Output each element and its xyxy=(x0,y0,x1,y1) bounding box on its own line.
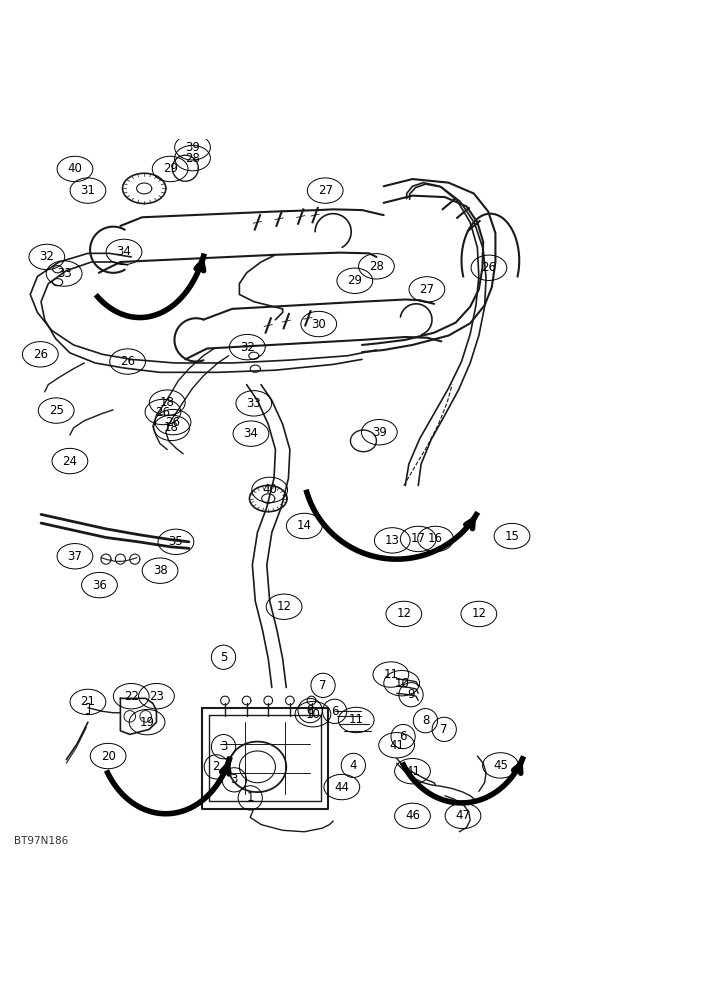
Text: 24: 24 xyxy=(62,455,77,468)
Text: 37: 37 xyxy=(67,550,83,563)
Text: 31: 31 xyxy=(80,184,96,197)
Text: 38: 38 xyxy=(153,564,167,577)
Text: 34: 34 xyxy=(117,245,132,258)
Text: 7: 7 xyxy=(440,723,448,736)
Text: 26: 26 xyxy=(120,355,135,368)
Text: 12: 12 xyxy=(396,607,411,620)
Text: 36: 36 xyxy=(92,579,107,592)
Text: 35: 35 xyxy=(169,535,183,548)
Text: 29: 29 xyxy=(163,162,177,175)
Text: 45: 45 xyxy=(493,759,508,772)
Text: 7: 7 xyxy=(319,679,327,692)
Text: 26: 26 xyxy=(166,416,180,429)
Text: 6: 6 xyxy=(331,705,338,718)
Text: 25: 25 xyxy=(49,404,64,417)
Text: 19: 19 xyxy=(140,716,155,729)
Text: 20: 20 xyxy=(101,750,116,763)
Text: 11: 11 xyxy=(349,713,363,726)
Text: 27: 27 xyxy=(318,184,333,197)
Text: 26: 26 xyxy=(156,406,170,419)
Text: 44: 44 xyxy=(334,781,349,794)
Text: 40: 40 xyxy=(262,483,277,496)
Text: 12: 12 xyxy=(471,607,487,620)
Text: 26: 26 xyxy=(481,261,497,274)
Text: 15: 15 xyxy=(505,530,519,543)
Text: 1: 1 xyxy=(246,791,254,804)
Text: 10: 10 xyxy=(306,708,321,721)
Text: 17: 17 xyxy=(411,532,426,545)
Text: 12: 12 xyxy=(277,600,292,613)
Text: 18: 18 xyxy=(164,421,179,434)
Text: 22: 22 xyxy=(124,690,139,703)
Text: 13: 13 xyxy=(385,534,400,547)
Text: 40: 40 xyxy=(67,162,83,175)
Text: 29: 29 xyxy=(348,274,362,287)
Text: 30: 30 xyxy=(311,318,326,331)
Text: 28: 28 xyxy=(369,260,384,273)
Text: 14: 14 xyxy=(297,519,312,532)
Text: 39: 39 xyxy=(185,141,200,154)
Text: 32: 32 xyxy=(39,250,54,263)
Text: 10: 10 xyxy=(395,677,409,690)
Text: 27: 27 xyxy=(419,283,434,296)
Text: 2: 2 xyxy=(213,760,220,773)
Text: 3: 3 xyxy=(220,740,227,753)
Text: 23: 23 xyxy=(149,690,164,703)
Text: 16: 16 xyxy=(428,532,443,545)
Text: 39: 39 xyxy=(372,426,387,439)
Text: 8: 8 xyxy=(306,704,313,717)
Text: 3: 3 xyxy=(231,773,238,786)
Text: 26: 26 xyxy=(33,348,48,361)
Text: 32: 32 xyxy=(240,341,255,354)
Text: 33: 33 xyxy=(246,397,261,410)
Text: 41: 41 xyxy=(389,739,404,752)
Text: 46: 46 xyxy=(405,809,420,822)
Text: 34: 34 xyxy=(243,427,258,440)
Text: 41: 41 xyxy=(405,765,420,778)
Text: 4: 4 xyxy=(350,759,357,772)
Text: BT97N186: BT97N186 xyxy=(14,836,69,846)
Text: 18: 18 xyxy=(160,396,174,409)
Text: 9: 9 xyxy=(408,688,415,701)
Text: 8: 8 xyxy=(422,714,429,727)
Text: 11: 11 xyxy=(383,668,398,681)
Text: 6: 6 xyxy=(400,730,407,743)
Text: 28: 28 xyxy=(185,152,200,165)
Text: 47: 47 xyxy=(455,809,471,822)
Text: 5: 5 xyxy=(220,651,227,664)
Text: 33: 33 xyxy=(56,267,72,280)
Text: 21: 21 xyxy=(80,695,96,708)
